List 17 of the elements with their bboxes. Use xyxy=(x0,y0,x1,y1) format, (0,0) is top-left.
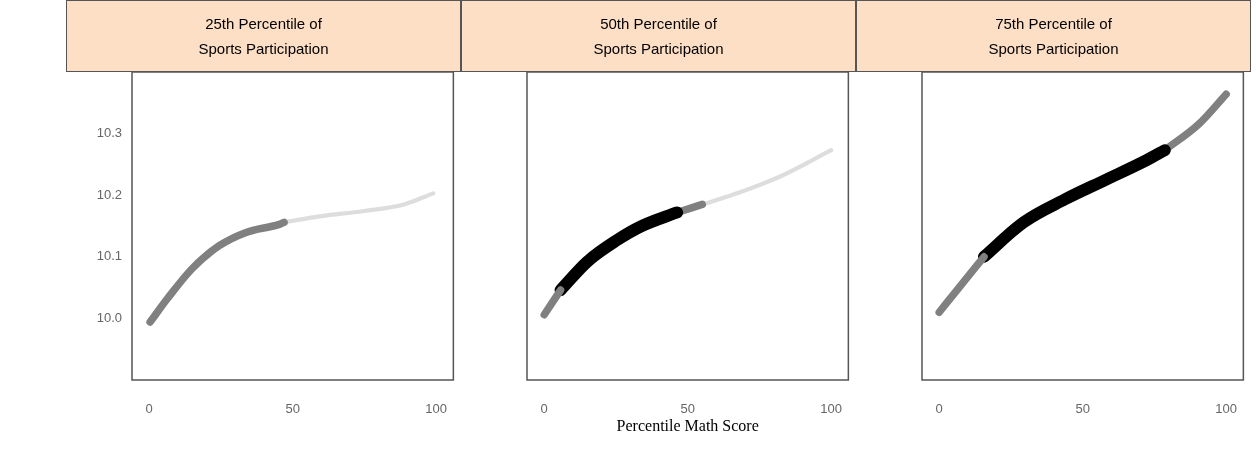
y-tick-label: 10.2 xyxy=(96,186,122,202)
x-tick-label: 0 xyxy=(540,401,548,417)
chart-title: 25th Percentile of Sports Participation xyxy=(197,14,330,59)
x-tick-label: 100 xyxy=(425,401,448,417)
y-tick-label: 10.0 xyxy=(96,309,122,325)
x-tick-label: 50 xyxy=(1075,401,1090,417)
y-tick-label: 10.1 xyxy=(96,248,122,264)
x-tick-label: 0 xyxy=(145,401,153,417)
x-tick-label: 0 xyxy=(935,401,943,417)
x-tick-label: 100 xyxy=(820,401,843,417)
x-tick-label: 50 xyxy=(680,401,695,417)
y-tick-label: 10.3 xyxy=(96,125,122,141)
x-tick-label: 50 xyxy=(285,401,300,417)
x-tick-label: 100 xyxy=(1215,401,1238,417)
x-axis-title: Percentile Math Score xyxy=(616,416,759,434)
chart-title: 50th Percentile of Sports Participation xyxy=(592,14,725,59)
chart-title: 75th Percentile of Sports Participation xyxy=(987,14,1120,59)
